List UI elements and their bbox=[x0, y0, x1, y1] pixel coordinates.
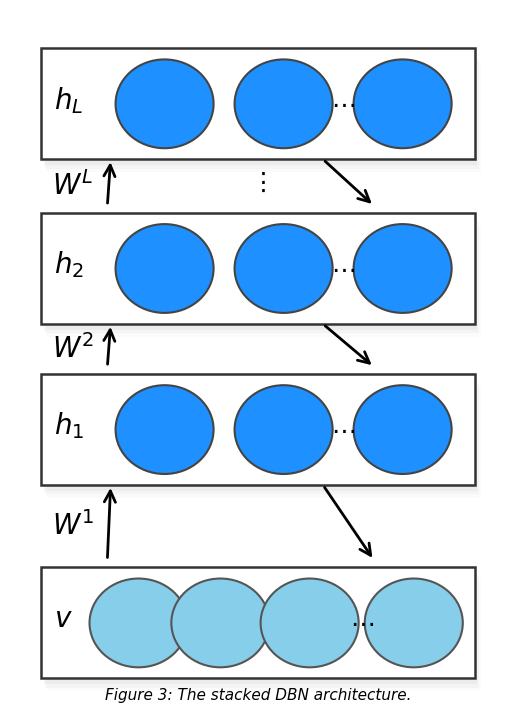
FancyBboxPatch shape bbox=[45, 577, 479, 687]
FancyBboxPatch shape bbox=[44, 54, 477, 165]
Ellipse shape bbox=[353, 59, 452, 148]
FancyBboxPatch shape bbox=[41, 374, 475, 485]
Text: $h_{1}$: $h_{1}$ bbox=[54, 410, 85, 442]
FancyBboxPatch shape bbox=[45, 222, 479, 334]
Ellipse shape bbox=[365, 579, 463, 667]
Ellipse shape bbox=[235, 385, 333, 474]
Text: $\cdots$: $\cdots$ bbox=[331, 256, 355, 281]
Ellipse shape bbox=[353, 385, 452, 474]
Ellipse shape bbox=[171, 579, 269, 667]
Ellipse shape bbox=[235, 224, 333, 313]
Text: $v$: $v$ bbox=[54, 605, 73, 634]
FancyBboxPatch shape bbox=[44, 219, 477, 329]
FancyBboxPatch shape bbox=[44, 379, 477, 491]
Text: $W^2$: $W^2$ bbox=[52, 334, 93, 364]
Text: Figure 3: The stacked DBN architecture.: Figure 3: The stacked DBN architecture. bbox=[105, 688, 411, 703]
Ellipse shape bbox=[116, 385, 214, 474]
Ellipse shape bbox=[353, 224, 452, 313]
Text: $\vdots$: $\vdots$ bbox=[250, 170, 266, 195]
FancyBboxPatch shape bbox=[44, 573, 477, 684]
Text: $W^L$: $W^L$ bbox=[52, 171, 93, 201]
Text: $\cdots$: $\cdots$ bbox=[331, 417, 355, 442]
FancyBboxPatch shape bbox=[41, 49, 475, 160]
FancyBboxPatch shape bbox=[45, 384, 479, 494]
Text: $h_{2}$: $h_{2}$ bbox=[54, 249, 84, 281]
Text: $W^1$: $W^1$ bbox=[52, 511, 94, 541]
FancyBboxPatch shape bbox=[45, 58, 479, 169]
Text: $h_{L}$: $h_{L}$ bbox=[54, 84, 84, 116]
Ellipse shape bbox=[89, 579, 187, 667]
Text: $\cdots$: $\cdots$ bbox=[331, 92, 355, 116]
Text: $\cdots$: $\cdots$ bbox=[350, 611, 374, 635]
Ellipse shape bbox=[235, 59, 333, 148]
Ellipse shape bbox=[261, 579, 359, 667]
Ellipse shape bbox=[116, 224, 214, 313]
Ellipse shape bbox=[116, 59, 214, 148]
FancyBboxPatch shape bbox=[41, 213, 475, 324]
FancyBboxPatch shape bbox=[41, 567, 475, 679]
